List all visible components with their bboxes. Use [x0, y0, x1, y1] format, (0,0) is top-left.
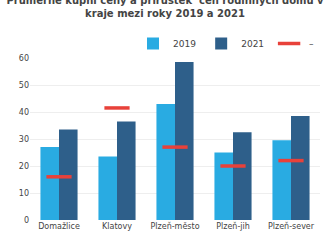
svg-text:60: 60 — [19, 54, 29, 63]
svg-text:Plzeň-město: Plzeň-město — [150, 221, 199, 231]
svg-text:Plzeň-jih: Plzeň-jih — [216, 221, 250, 231]
svg-text:0: 0 — [24, 216, 29, 225]
svg-text:10: 10 — [19, 189, 29, 198]
svg-text:50: 50 — [19, 81, 29, 90]
svg-text:Klatovy: Klatovy — [102, 222, 132, 231]
svg-text:20: 20 — [19, 162, 29, 171]
svg-text:Průměrné kupní ceny a přírůste: Průměrné kupní ceny a přírůstek cen rodi… — [6, 0, 324, 19]
svg-text:Plzeň-sever: Plzeň-sever — [268, 221, 315, 231]
svg-text:–: – — [309, 39, 314, 49]
svg-text:2019: 2019 — [173, 39, 196, 49]
svg-text:40: 40 — [19, 108, 29, 117]
svg-text:Domažlice: Domažlice — [38, 222, 80, 231]
svg-text:30: 30 — [19, 135, 29, 144]
svg-text:2021: 2021 — [241, 39, 264, 49]
